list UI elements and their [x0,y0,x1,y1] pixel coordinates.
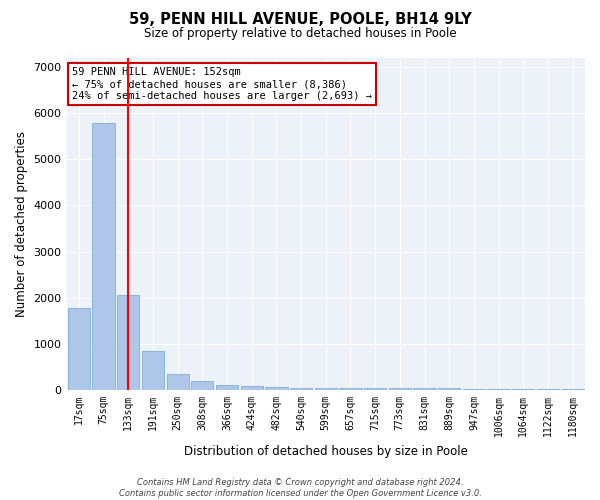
Bar [562,389,584,390]
Bar [241,386,263,390]
Text: Size of property relative to detached houses in Poole: Size of property relative to detached ho… [143,28,457,40]
Bar [167,374,189,390]
Bar [117,296,139,390]
Bar [314,388,337,390]
Bar [68,308,90,390]
Bar [438,388,460,390]
Text: 59, PENN HILL AVENUE, POOLE, BH14 9LY: 59, PENN HILL AVENUE, POOLE, BH14 9LY [128,12,472,28]
Text: 59 PENN HILL AVENUE: 152sqm
← 75% of detached houses are smaller (8,386)
24% of : 59 PENN HILL AVENUE: 152sqm ← 75% of det… [72,68,372,100]
Bar [216,386,238,390]
Bar [290,388,312,390]
Bar [537,388,559,390]
Bar [487,388,510,390]
Bar [463,388,485,390]
Bar [364,388,386,390]
X-axis label: Distribution of detached houses by size in Poole: Distribution of detached houses by size … [184,444,468,458]
Bar [340,388,362,390]
Text: Contains HM Land Registry data © Crown copyright and database right 2024.
Contai: Contains HM Land Registry data © Crown c… [119,478,481,498]
Bar [413,388,436,390]
Bar [389,388,411,390]
Bar [92,123,115,390]
Bar [265,388,287,390]
Y-axis label: Number of detached properties: Number of detached properties [15,131,28,317]
Bar [142,352,164,390]
Bar [191,381,214,390]
Bar [512,388,535,390]
